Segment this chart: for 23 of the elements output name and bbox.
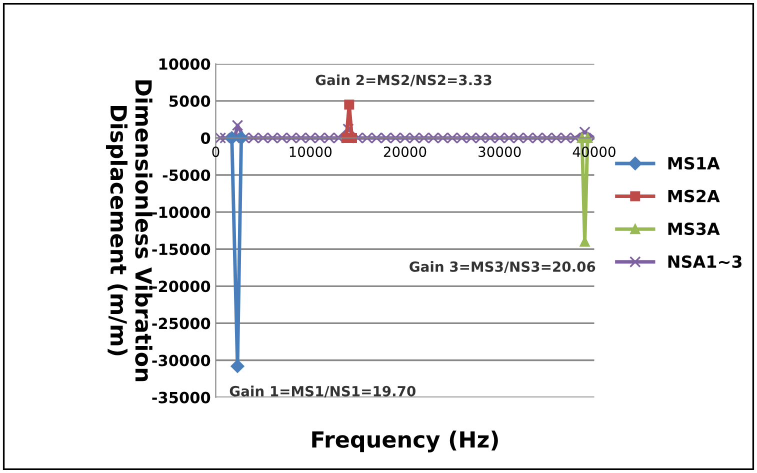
y-tick-label: -5000 xyxy=(162,169,210,182)
y-tick-label: 0 xyxy=(200,132,210,144)
annotation: Gain 3=MS3/NS3=20.06 xyxy=(410,261,596,273)
legend-label: MS3A xyxy=(668,222,720,236)
legend-label: MS2A xyxy=(668,190,720,202)
y-tick-label: 10000 xyxy=(159,58,210,70)
annotation: Gain 1=MS1/NS1=19.70 xyxy=(230,386,416,398)
legend-label: MS1A xyxy=(668,156,720,170)
x-tick-label: 0 xyxy=(212,146,220,158)
x-tick-label: 30000 xyxy=(478,146,521,158)
y-tick-label: -35000 xyxy=(152,392,210,404)
x-tick-label: 20000 xyxy=(384,146,426,158)
y-tick-label: -15000 xyxy=(152,244,210,256)
y-axis-title: Dimensionless Vibration Displacement (m/m) xyxy=(106,80,152,382)
y-tick-label: -30000 xyxy=(152,354,210,366)
x-tick-label: 10000 xyxy=(290,146,332,158)
y-tick-label: 5000 xyxy=(170,95,210,107)
legend-label: NSA1~3 xyxy=(668,255,742,268)
y-tick-label: -20000 xyxy=(152,280,210,292)
y-tick-label: -25000 xyxy=(152,318,210,330)
x-axis-title: Frequency (Hz) xyxy=(312,430,498,452)
y-tick-label: -10000 xyxy=(152,206,210,218)
annotation: Gain 2=MS2/NS2=3.33 xyxy=(316,74,492,86)
